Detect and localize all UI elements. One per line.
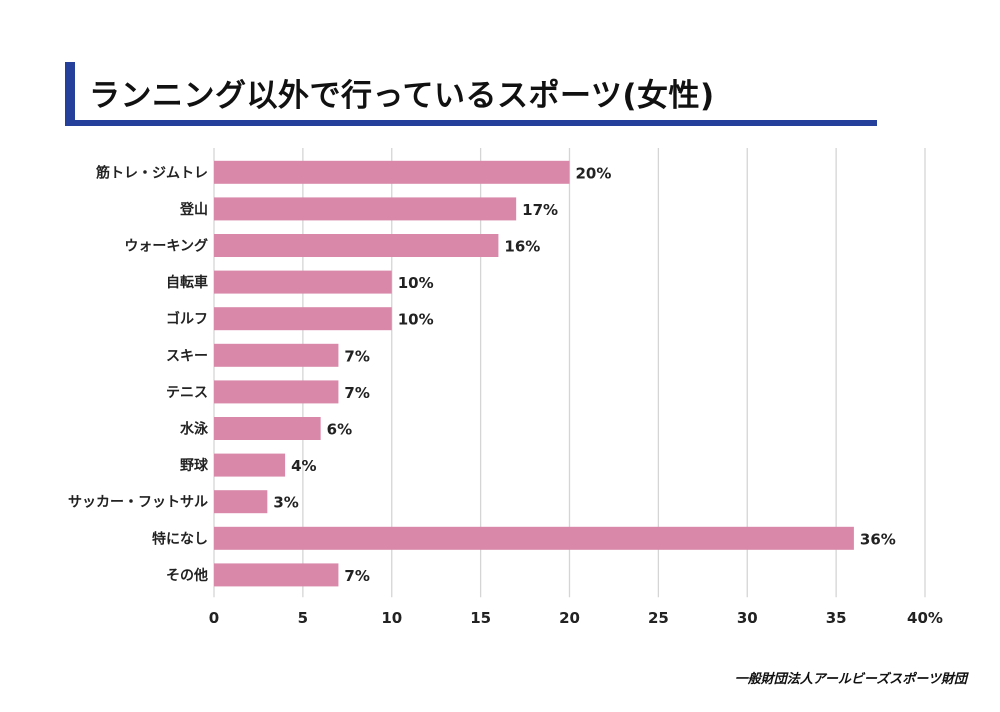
data-label: 17% — [522, 201, 558, 219]
x-tick-label: 25 — [648, 609, 669, 627]
x-tick-label: 40% — [907, 609, 943, 627]
data-label: 36% — [860, 530, 896, 548]
bar-chart: 0 5 10 15 20 25 30 35 40% 筋トレ・ジムトレ 20% 登山 17% ウォーキング 1… — [68, 148, 943, 627]
category-label: その他 — [166, 567, 208, 584]
bar — [214, 234, 499, 257]
x-tick-label: 15 — [470, 609, 491, 627]
data-label: 16% — [504, 238, 540, 256]
bar — [214, 343, 339, 367]
category-label: 水泳 — [180, 421, 209, 438]
category-label: 特になし — [152, 530, 208, 547]
chart-title: ランニング以外で行っているスポーツ(女性) — [89, 78, 715, 114]
bar — [214, 490, 268, 514]
category-label: スキー — [166, 348, 208, 364]
title-accent-bar — [65, 62, 75, 126]
category-label: ウォーキング — [124, 238, 208, 255]
bar — [214, 417, 321, 440]
data-label: 7% — [344, 567, 369, 585]
x-tick-label: 10 — [381, 609, 402, 627]
bar — [214, 563, 339, 587]
x-tick-label: 30 — [737, 609, 758, 627]
bar — [214, 380, 339, 404]
data-label: 10% — [398, 311, 434, 329]
x-tick-label: 5 — [298, 609, 308, 627]
title-underline — [65, 120, 877, 126]
category-label: テニス — [166, 385, 208, 401]
data-label: 6% — [327, 421, 352, 439]
category-label: 筋トレ・ジムトレ — [96, 164, 208, 181]
data-label: 3% — [273, 494, 298, 512]
data-label: 7% — [344, 347, 369, 365]
x-tick-label: 35 — [826, 609, 847, 627]
category-label: 登山 — [179, 201, 208, 218]
bar — [214, 160, 570, 184]
bar — [214, 526, 854, 550]
category-label: サッカー・フットサル — [68, 495, 208, 511]
category-label: ゴルフ — [166, 311, 208, 328]
title-block: ランニング以外で行っているスポーツ(女性) — [65, 62, 877, 126]
data-label: 10% — [398, 274, 434, 292]
data-label: 4% — [291, 457, 316, 475]
bar — [214, 307, 392, 331]
source-credit: 一般財団法人アールビーズスポーツ財団 — [734, 672, 967, 687]
x-tick-label: 20 — [559, 609, 580, 627]
bar — [214, 270, 392, 294]
bar — [214, 197, 517, 221]
data-label: 20% — [576, 164, 612, 182]
x-tick-label: 0 — [209, 609, 219, 627]
category-label: 野球 — [180, 457, 209, 474]
data-label: 7% — [344, 384, 369, 402]
category-label: 自転車 — [166, 274, 208, 291]
bar — [214, 453, 286, 477]
